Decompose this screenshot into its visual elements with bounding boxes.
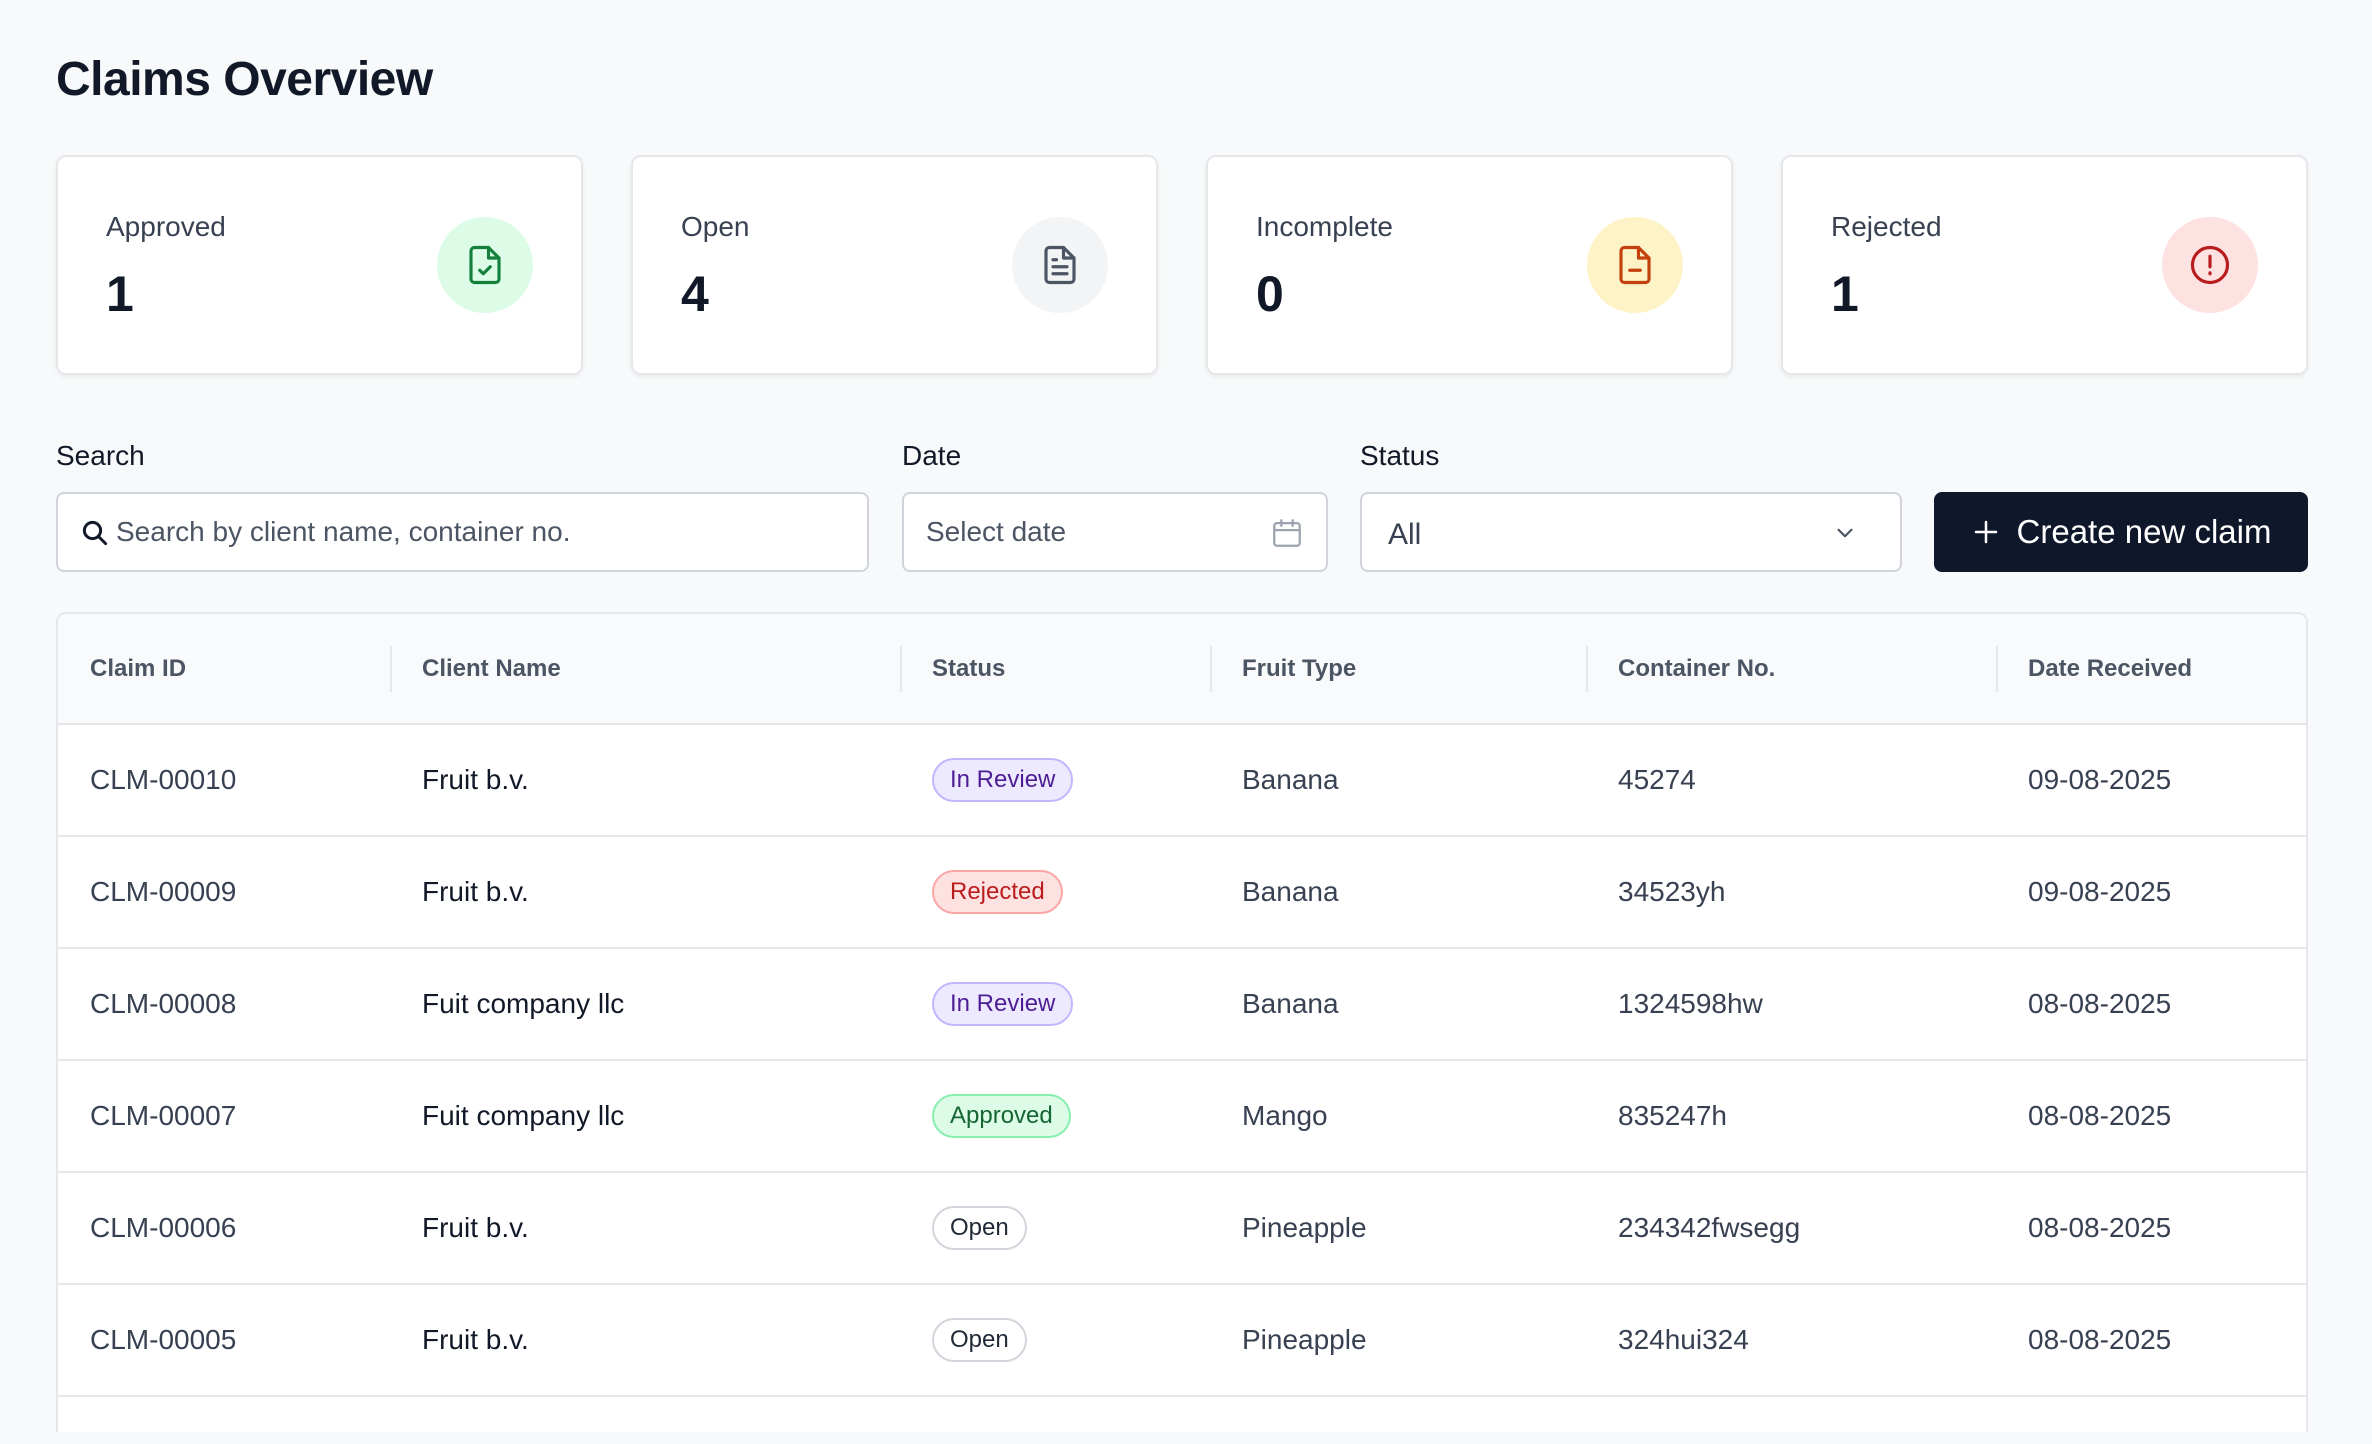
container-no-cell: 1324598hw xyxy=(1618,988,1763,1019)
table-row[interactable]: CLM-00007 Fuit company llc Approved Mang… xyxy=(58,1060,2306,1172)
date-received-cell: 08-08-2025 xyxy=(2028,988,2172,1019)
table-row[interactable]: CLM-00008 Fuit company llc In Review Ban… xyxy=(58,948,2306,1060)
table-row[interactable]: CLM-00006 Fruit b.v. Open Pineapple 2343… xyxy=(58,1172,2306,1284)
column-header-status[interactable]: Status xyxy=(900,614,1210,724)
table-header-row: Claim ID Client Name Status Fruit Type C… xyxy=(58,614,2306,724)
client-name-cell: Fruit b.v. xyxy=(422,876,529,907)
status-badge: In Review xyxy=(932,758,1074,802)
date-received-cell: 08-08-2025 xyxy=(2028,1212,2172,1243)
stat-value: 1 xyxy=(106,266,134,322)
container-no-cell: 324hui324 xyxy=(1618,1324,1749,1355)
claim-id-cell: CLM-00008 xyxy=(90,988,237,1019)
date-received-cell: 08-08-2025 xyxy=(2028,1100,2172,1131)
search-label: Search xyxy=(56,440,145,471)
stat-card-open: Open 4 xyxy=(631,155,1158,375)
claim-id-cell: CLM-00007 xyxy=(90,1100,237,1131)
chevron-down-icon xyxy=(1837,528,1853,538)
fruit-type-cell: Pineapple xyxy=(1242,1324,1367,1355)
container-no-cell: 34523yh xyxy=(1618,876,1726,907)
status-cell: Open xyxy=(900,1284,1210,1396)
stat-value: 1 xyxy=(1831,266,1859,322)
stat-card-rejected: Rejected 1 xyxy=(1781,155,2308,375)
container-no-cell: 835247h xyxy=(1618,1100,1728,1131)
container-no-cell: 234342fwsegg xyxy=(1618,1212,1801,1243)
claim-id-cell: CLM-00010 xyxy=(90,764,237,795)
table-row[interactable]: CLM-00009 Fruit b.v. Rejected Banana 345… xyxy=(58,836,2306,948)
table-row[interactable]: CLM-00010 Fruit b.v. In Review Banana 45… xyxy=(58,724,2306,836)
date-received-cell: 08-08-2025 xyxy=(2028,1324,2172,1355)
status-cell: Approved xyxy=(900,1060,1210,1172)
status-select[interactable]: All xyxy=(1360,492,1902,572)
client-name-cell: Fruit b.v. xyxy=(422,1324,529,1355)
status-cell: In Review xyxy=(900,724,1210,836)
file-minus-icon xyxy=(1587,217,1683,313)
stat-label: Approved xyxy=(106,211,226,242)
date-input[interactable] xyxy=(904,494,1326,570)
column-header-date-received[interactable]: Date Received xyxy=(1996,614,2306,724)
fruit-type-cell: Banana xyxy=(1242,876,1339,907)
status-select-value: All xyxy=(1388,518,1422,551)
search-field[interactable] xyxy=(56,492,869,572)
table-row[interactable]: CLM-00005 Fruit b.v. Open Pineapple 324h… xyxy=(58,1284,2306,1396)
stat-card-incomplete: Incomplete 0 xyxy=(1206,155,1733,375)
client-name-cell: Fruit b.v. xyxy=(422,1212,529,1243)
search-icon xyxy=(82,520,108,546)
fruit-type-cell: Banana xyxy=(1242,764,1339,795)
status-label: Status xyxy=(1360,440,1440,471)
file-check-icon xyxy=(437,217,533,313)
column-header-container-no[interactable]: Container No. xyxy=(1586,614,1996,724)
claims-table: Claim ID Client Name Status Fruit Type C… xyxy=(56,612,2308,1432)
client-name-cell: Fuit company llc xyxy=(422,988,625,1019)
search-input[interactable] xyxy=(58,494,867,570)
stat-label: Rejected xyxy=(1831,211,1942,242)
container-no-cell: 45274 xyxy=(1618,764,1696,795)
client-name-cell: Fruit b.v. xyxy=(422,764,529,795)
create-new-claim-button[interactable]: Create new claim xyxy=(1934,492,2308,572)
column-header-fruit-type[interactable]: Fruit Type xyxy=(1210,614,1586,724)
status-badge: In Review xyxy=(932,982,1074,1026)
client-name-cell: Fuit company llc xyxy=(422,1100,625,1131)
stat-label: Incomplete xyxy=(1256,211,1393,242)
create-new-claim-label: Create new claim xyxy=(2016,513,2272,550)
stat-value: 0 xyxy=(1256,266,1284,322)
fruit-type-cell: Banana xyxy=(1242,988,1339,1019)
column-header-client-name[interactable]: Client Name xyxy=(390,614,900,724)
column-header-claim-id[interactable]: Claim ID xyxy=(90,654,187,682)
stat-card-approved: Approved 1 xyxy=(56,155,583,375)
status-badge: Rejected xyxy=(932,870,1063,914)
stat-label: Open xyxy=(681,211,750,242)
fruit-type-cell: Pineapple xyxy=(1242,1212,1367,1243)
status-cell: Open xyxy=(900,1172,1210,1284)
alert-circle-icon xyxy=(2162,217,2258,313)
claim-id-cell: CLM-00009 xyxy=(90,876,237,907)
stats-row: Approved 1 Open 4 xyxy=(56,155,2308,375)
calendar-icon[interactable] xyxy=(1270,516,1304,550)
claim-id-cell: CLM-00006 xyxy=(90,1212,237,1243)
date-received-cell: 09-08-2025 xyxy=(2028,764,2172,795)
stat-value: 4 xyxy=(681,266,709,322)
status-badge: Approved xyxy=(932,1094,1071,1138)
file-text-icon xyxy=(1012,217,1108,313)
status-cell: Rejected xyxy=(900,836,1210,948)
date-label: Date xyxy=(902,440,962,471)
plus-icon xyxy=(1974,520,1997,544)
date-received-cell: 09-08-2025 xyxy=(2028,876,2172,907)
filters-bar: Search Date Status All xyxy=(56,440,2308,572)
date-field[interactable] xyxy=(902,492,1328,572)
status-cell: In Review xyxy=(900,948,1210,1060)
status-badge: Open xyxy=(932,1206,1027,1250)
status-badge: Open xyxy=(932,1318,1027,1362)
fruit-type-cell: Mango xyxy=(1242,1100,1328,1131)
page-title: Claims Overview xyxy=(56,53,433,106)
claim-id-cell: CLM-00005 xyxy=(90,1324,237,1355)
